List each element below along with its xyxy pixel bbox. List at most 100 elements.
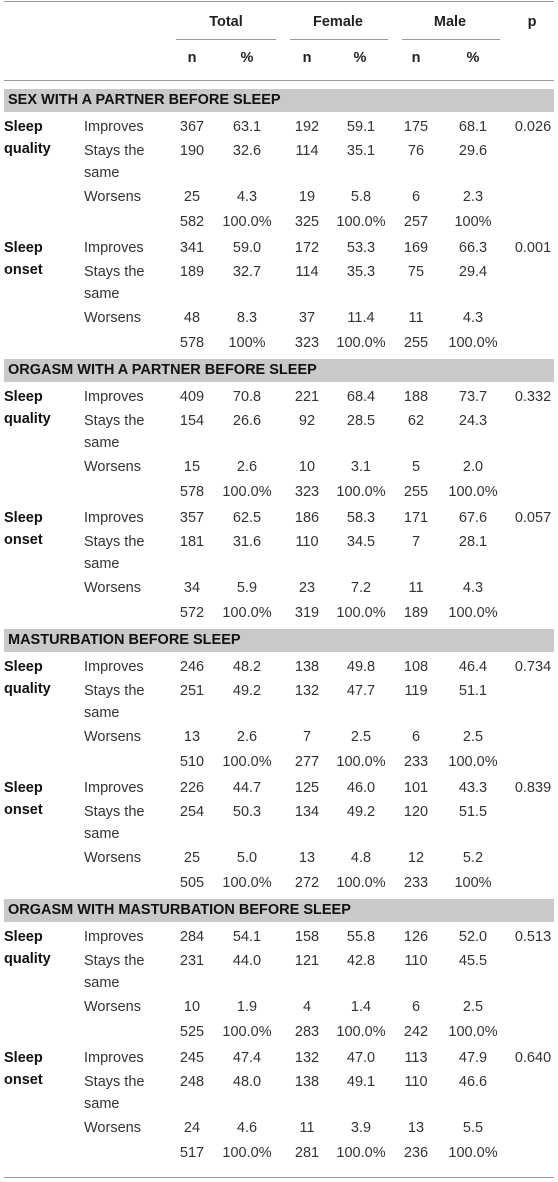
cell-value: 51.5 (458, 804, 488, 820)
cell-value: 70.8 (232, 389, 262, 405)
cell-value: 110 (404, 953, 428, 969)
total-value: 582 (179, 214, 205, 230)
cell-value: 138 (294, 1074, 320, 1090)
cell-value: 34.5 (346, 534, 376, 550)
cell-value: 246 (179, 659, 205, 675)
cell-value: 1.9 (236, 999, 258, 1015)
subheader-total-n: n (187, 50, 197, 66)
cell-value: 24.3 (458, 413, 488, 429)
cell-value: 59.0 (232, 240, 262, 256)
cell-value: 190 (179, 143, 205, 159)
total-value: 283 (294, 1024, 320, 1040)
cell-value: 13 (298, 850, 316, 866)
cell-value: 58.3 (346, 510, 376, 526)
total-value: 257 (403, 214, 429, 230)
cell-value: 226 (179, 780, 205, 796)
row-label: Stays the same (84, 413, 145, 451)
total-value: 100.0% (222, 605, 272, 621)
cell-value: 4.3 (462, 310, 484, 326)
metric-label: Sleep quality (4, 389, 51, 427)
cell-value: 186 (294, 510, 320, 526)
cell-value: 28.5 (346, 413, 376, 429)
total-value: 100.0% (336, 1145, 386, 1161)
cell-value: 4.3 (236, 189, 258, 205)
cell-value: 75 (407, 264, 425, 280)
cell-value: 3.1 (350, 459, 372, 475)
header-total: Total (209, 14, 243, 30)
total-value: 100.0% (336, 335, 386, 351)
total-value: 100% (454, 214, 492, 230)
cell-value: 121 (294, 953, 320, 969)
subheader-female-n: n (302, 50, 312, 66)
cell-value: 47.4 (232, 1050, 262, 1066)
cell-value: 19 (298, 189, 316, 205)
cell-value: 231 (179, 953, 205, 969)
cell-value: 35.3 (346, 264, 376, 280)
row-label: Stays the same (84, 804, 145, 842)
cell-value: 254 (179, 804, 205, 820)
cell-value: 120 (403, 804, 429, 820)
total-value: 578 (179, 484, 205, 500)
total-value: 100.0% (336, 1024, 386, 1040)
cell-value: 15 (183, 459, 201, 475)
row-label: Improves (84, 780, 144, 796)
cell-value: 6 (411, 189, 421, 205)
row-label: Worsens (84, 459, 141, 475)
total-value: 236 (403, 1145, 429, 1161)
total-value: 517 (179, 1145, 205, 1161)
cell-value: 46.6 (458, 1074, 488, 1090)
p-value: 0.001 (514, 240, 552, 256)
cell-value: 29.6 (458, 143, 488, 159)
cell-value: 132 (294, 1050, 320, 1066)
cell-value: 53.3 (346, 240, 376, 256)
cell-value: 6 (411, 729, 421, 745)
cell-value: 62 (407, 413, 425, 429)
cell-value: 119 (404, 683, 428, 699)
cell-value: 5.9 (236, 580, 258, 596)
total-value: 505 (179, 875, 205, 891)
cell-value: 34 (183, 580, 201, 596)
cell-value: 2.5 (350, 729, 372, 745)
metric-label: Sleep quality (4, 119, 51, 157)
cell-value: 101 (403, 780, 429, 796)
total-value: 233 (403, 875, 429, 891)
subheader-total-pct: % (240, 50, 254, 66)
total-value: 277 (294, 754, 320, 770)
cell-value: 3.9 (350, 1120, 372, 1136)
total-value: 319 (294, 605, 320, 621)
cell-value: 4.8 (350, 850, 372, 866)
cell-value: 126 (403, 929, 429, 945)
cell-value: 92 (298, 413, 316, 429)
metric-label: Sleep onset (4, 1050, 43, 1088)
cell-value: 5.0 (236, 850, 258, 866)
cell-value: 171 (403, 510, 429, 526)
total-value: 323 (294, 484, 320, 500)
cell-value: 409 (179, 389, 205, 405)
cell-value: 181 (179, 534, 205, 550)
cell-value: 59.1 (346, 119, 376, 135)
cell-value: 32.6 (232, 143, 262, 159)
cell-value: 134 (294, 804, 320, 820)
cell-value: 189 (179, 264, 205, 280)
total-value: 100.0% (222, 754, 272, 770)
header-male: Male (433, 14, 467, 30)
cell-value: 2.3 (462, 189, 484, 205)
total-value: 100.0% (336, 875, 386, 891)
cell-value: 49.1 (346, 1074, 376, 1090)
row-label: Worsens (84, 729, 141, 745)
cell-value: 76 (407, 143, 425, 159)
cell-value: 13 (183, 729, 201, 745)
cell-value: 1.4 (350, 999, 372, 1015)
total-value: 100.0% (336, 754, 386, 770)
p-value: 0.839 (514, 780, 552, 796)
cell-value: 26.6 (232, 413, 262, 429)
cell-value: 51.1 (458, 683, 488, 699)
cell-value: 46.0 (346, 780, 376, 796)
row-label: Improves (84, 1050, 144, 1066)
total-value: 572 (179, 605, 205, 621)
cell-value: 25 (183, 850, 201, 866)
cell-value: 110 (404, 1074, 428, 1090)
total-value: 100.0% (222, 484, 272, 500)
section-header: ORGASM WITH MASTURBATION BEFORE SLEEP (4, 899, 554, 922)
